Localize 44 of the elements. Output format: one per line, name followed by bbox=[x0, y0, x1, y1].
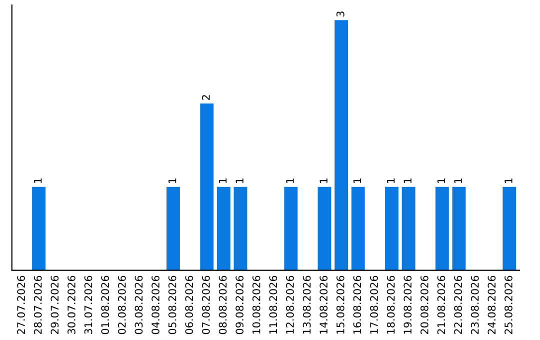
x-tick-label: 08.08.2026 bbox=[218, 276, 227, 334]
x-tick-label: 30.07.2026 bbox=[68, 276, 76, 334]
data-label: 1 bbox=[387, 178, 395, 183]
data-label: 1 bbox=[218, 178, 227, 183]
x-tick-label: 21.08.2026 bbox=[437, 276, 446, 334]
data-label: 1 bbox=[320, 178, 328, 183]
x-tick-label: 07.08.2026 bbox=[202, 276, 210, 334]
x-tick-label: 23.08.2026 bbox=[470, 276, 479, 334]
data-label: 1 bbox=[236, 178, 244, 183]
x-tick-label: 24.08.2026 bbox=[488, 276, 496, 334]
data-label: 2 bbox=[202, 95, 210, 100]
x-tick-label: 10.08.2026 bbox=[252, 276, 260, 334]
x-tick-label: 18.08.2026 bbox=[386, 276, 395, 334]
data-label: 1 bbox=[34, 178, 42, 183]
x-tick-label: 20.08.2026 bbox=[420, 276, 428, 334]
data-label: 3 bbox=[336, 12, 344, 17]
x-tick-label: 16.08.2026 bbox=[353, 276, 362, 334]
x-tick-label: 31.07.2026 bbox=[84, 276, 92, 334]
x-tick-label: 15.08.2026 bbox=[336, 276, 344, 334]
x-tick-label: 03.08.2026 bbox=[134, 276, 143, 334]
x-tick-label: 04.08.2026 bbox=[152, 276, 160, 334]
x-tick-label: 02.08.2026 bbox=[118, 276, 126, 334]
x-tick-label: 28.07.2026 bbox=[34, 276, 42, 334]
data-label: 1 bbox=[454, 178, 462, 183]
data-label: 1 bbox=[168, 178, 176, 183]
x-tick-label: 19.08.2026 bbox=[404, 276, 412, 334]
x-tick-label: 27.07.2026 bbox=[17, 276, 25, 334]
data-label: 1 bbox=[504, 178, 512, 183]
x-tick-label: 01.08.2026 bbox=[101, 276, 110, 334]
x-tick-label: 22.08.2026 bbox=[454, 276, 462, 334]
x-tick-label: 11.08.2026 bbox=[269, 276, 278, 334]
x-tick-label: 06.08.2026 bbox=[185, 276, 194, 334]
x-tick-label: 17.08.2026 bbox=[370, 276, 378, 334]
x-tick-label: 14.08.2026 bbox=[320, 276, 328, 334]
data-label: 1 bbox=[404, 178, 412, 183]
x-tick-label: 25.08.2026 bbox=[504, 276, 512, 334]
data-label: 1 bbox=[437, 178, 446, 183]
x-tick-label: 29.07.2026 bbox=[50, 276, 59, 334]
data-label: 1 bbox=[286, 178, 294, 183]
x-tick-label: 09.08.2026 bbox=[236, 276, 244, 334]
data-label: 1 bbox=[353, 178, 361, 183]
x-tick-label: 05.08.2026 bbox=[168, 276, 176, 334]
x-tick-label: 12.08.2026 bbox=[286, 276, 294, 334]
x-tick-label: 13.08.2026 bbox=[302, 276, 311, 334]
